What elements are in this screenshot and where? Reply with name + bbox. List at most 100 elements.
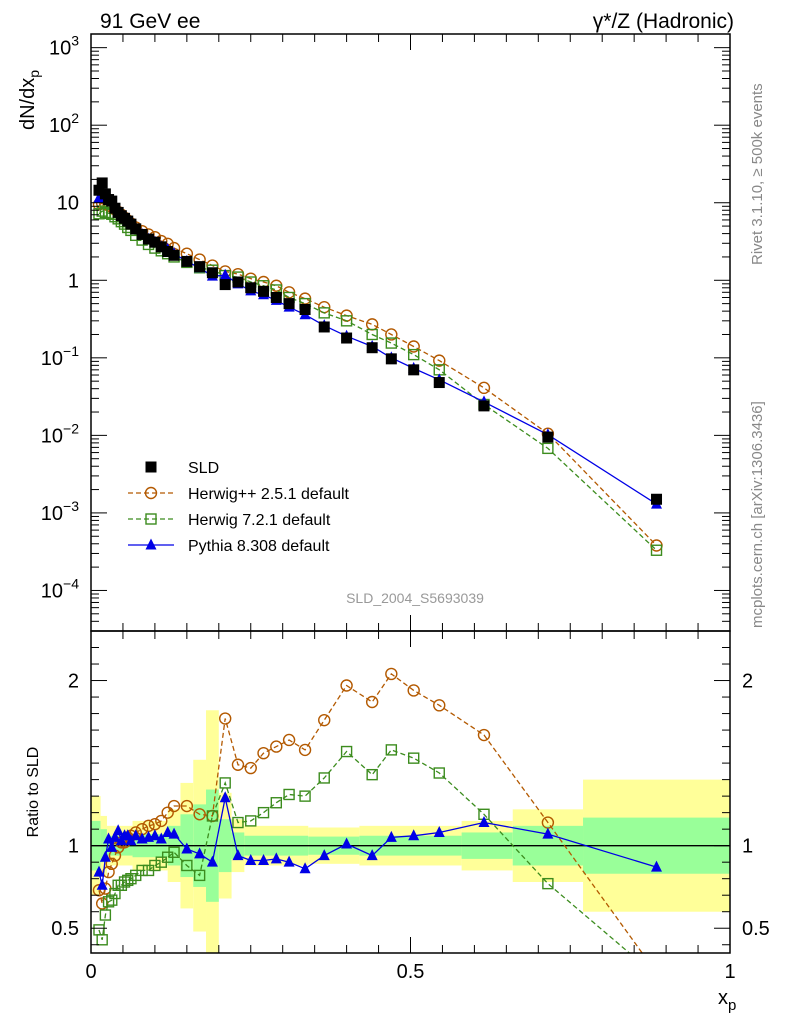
main-point-sld — [219, 279, 231, 291]
x-tick-label: 1 — [724, 961, 735, 983]
main-point-herwigpp — [407, 340, 420, 353]
ratio-point-herwigpp — [257, 746, 270, 760]
ratio-point-pythia — [181, 842, 193, 854]
legend-marker-sld — [145, 461, 157, 473]
ratio-point-herwig7 — [270, 797, 283, 809]
ratio-point-pythia — [341, 837, 353, 849]
ratio-point-pythia — [162, 825, 174, 837]
main-point-herwig7 — [407, 348, 420, 361]
ratio-point-herwigpp — [161, 806, 174, 819]
ratio-y-axis-title: Ratio to SLD — [25, 747, 42, 838]
main-y-tick-exponent: −1 — [63, 343, 79, 359]
ratio-y-tick-label: 1 — [68, 836, 79, 858]
ratio-point-pythia — [283, 855, 295, 867]
main-point-pythia — [219, 268, 231, 280]
main-point-sld — [206, 267, 218, 279]
ratio-point-herwigpp — [385, 667, 398, 681]
ratio-point-pythia — [258, 854, 270, 866]
main-y-tick-base: 10 — [49, 38, 71, 60]
main-point-herwig7 — [340, 315, 353, 327]
main-point-herwigpp — [270, 279, 283, 292]
ratio-panel: 0.5 0.5 1 1 2 2 0 0.5 1 Ratio to SLD xp — [25, 630, 770, 1014]
ratio-point-herwig7 — [219, 777, 231, 789]
ratio-point-herwig7 — [407, 752, 420, 764]
main-point-herwig7 — [542, 442, 554, 455]
main-point-sld — [258, 285, 270, 297]
ratio-point-pythia — [99, 850, 111, 862]
main-y-tick-exponent: −4 — [63, 575, 79, 591]
ratio-point-herwig7 — [299, 790, 311, 802]
main-point-sld — [96, 177, 108, 189]
main-point-sld — [478, 400, 490, 412]
main-y-tick-base: 10 — [57, 193, 79, 215]
ratio-point-pythia — [106, 840, 118, 852]
ratio-point-herwigpp — [218, 712, 232, 725]
main-point-herwigpp — [433, 354, 446, 367]
ratio-point-herwig7 — [109, 887, 121, 900]
ratio-line-herwig7 — [98, 749, 631, 953]
ratio-point-herwigpp — [340, 679, 353, 692]
ratio-point-herwig7 — [136, 864, 148, 877]
ratio-point-herwig7 — [106, 894, 118, 906]
main-point-sld — [341, 332, 353, 344]
main-point-sld — [106, 195, 118, 207]
main-point-sld — [283, 298, 295, 310]
ratio-point-pythia — [219, 791, 231, 803]
main-point-sld — [168, 249, 180, 261]
ratio-point-herwig7 — [118, 876, 131, 888]
main-point-herwig7 — [366, 328, 378, 341]
ratio-point-pythia — [270, 852, 282, 864]
main-point-sld — [299, 303, 311, 315]
ratio-point-pythia — [542, 827, 554, 839]
main-y-tick-label: 102 — [49, 110, 79, 137]
legend-label-herwig7: Herwig 7.2.1 default — [188, 512, 331, 529]
ratio-point-pythia — [109, 830, 121, 842]
ratio-point-pythia — [112, 824, 124, 836]
ratio-point-pythia — [245, 854, 257, 866]
ratio-point-herwig7 — [385, 744, 398, 756]
main-y-tick-base: 10 — [41, 580, 63, 602]
main-frame — [90, 33, 731, 632]
ratio-point-pythia — [366, 849, 378, 861]
ratio-point-pythia — [155, 832, 167, 844]
ratio-point-herwig7 — [542, 877, 554, 890]
main-point-herwig7 — [385, 337, 398, 349]
ratio-point-herwigpp — [155, 814, 168, 828]
header-left-label: 91 GeV ee — [100, 10, 200, 33]
main-point-sld — [143, 233, 155, 245]
main-point-herwigpp — [385, 328, 398, 341]
main-y-tick-base: 10 — [41, 425, 63, 447]
ratio-point-herwigpp — [433, 699, 446, 712]
ratio-point-herwigpp — [180, 799, 194, 813]
main-point-sld — [99, 188, 111, 200]
main-y-tick-exponent: −3 — [63, 498, 79, 514]
main-y-tick-label: 10−3 — [41, 498, 79, 525]
ratio-point-herwigpp — [244, 761, 257, 775]
main-y-axis-title: dN/dxp — [17, 70, 42, 130]
ratio-point-pythia — [299, 862, 311, 874]
ratio-point-herwig7 — [168, 846, 180, 858]
main-y-tick-label: 1 — [68, 270, 79, 292]
rivet-label: Rivet 3.1.10, ≥ 500k events — [749, 83, 766, 265]
main-point-sld — [318, 321, 330, 333]
ratio-point-pythia — [408, 829, 420, 841]
ratio-point-herwig7 — [99, 909, 112, 921]
ratio-point-pythia — [433, 825, 445, 837]
main-y-tick-base: 10 — [41, 503, 63, 525]
ratio-point-herwigpp — [92, 884, 106, 897]
legend-label-sld: SLD — [188, 460, 219, 477]
ratio-y-tick-label: 2 — [68, 671, 79, 693]
main-y-axis-title-sub: p — [26, 70, 42, 78]
legend-marker-pythia — [145, 538, 157, 550]
main-point-sld — [155, 241, 167, 253]
main-y-tick-exponent: −2 — [63, 420, 79, 436]
main-point-herwig7 — [318, 307, 330, 319]
ratio-y-tick-label-right: 0.5 — [742, 918, 770, 940]
main-point-sld — [245, 282, 257, 294]
ratio-point-pythia — [651, 860, 663, 872]
ratio-point-herwig7 — [102, 896, 115, 908]
ratio-point-pythia — [149, 829, 161, 841]
ratio-point-pythia — [93, 865, 105, 877]
